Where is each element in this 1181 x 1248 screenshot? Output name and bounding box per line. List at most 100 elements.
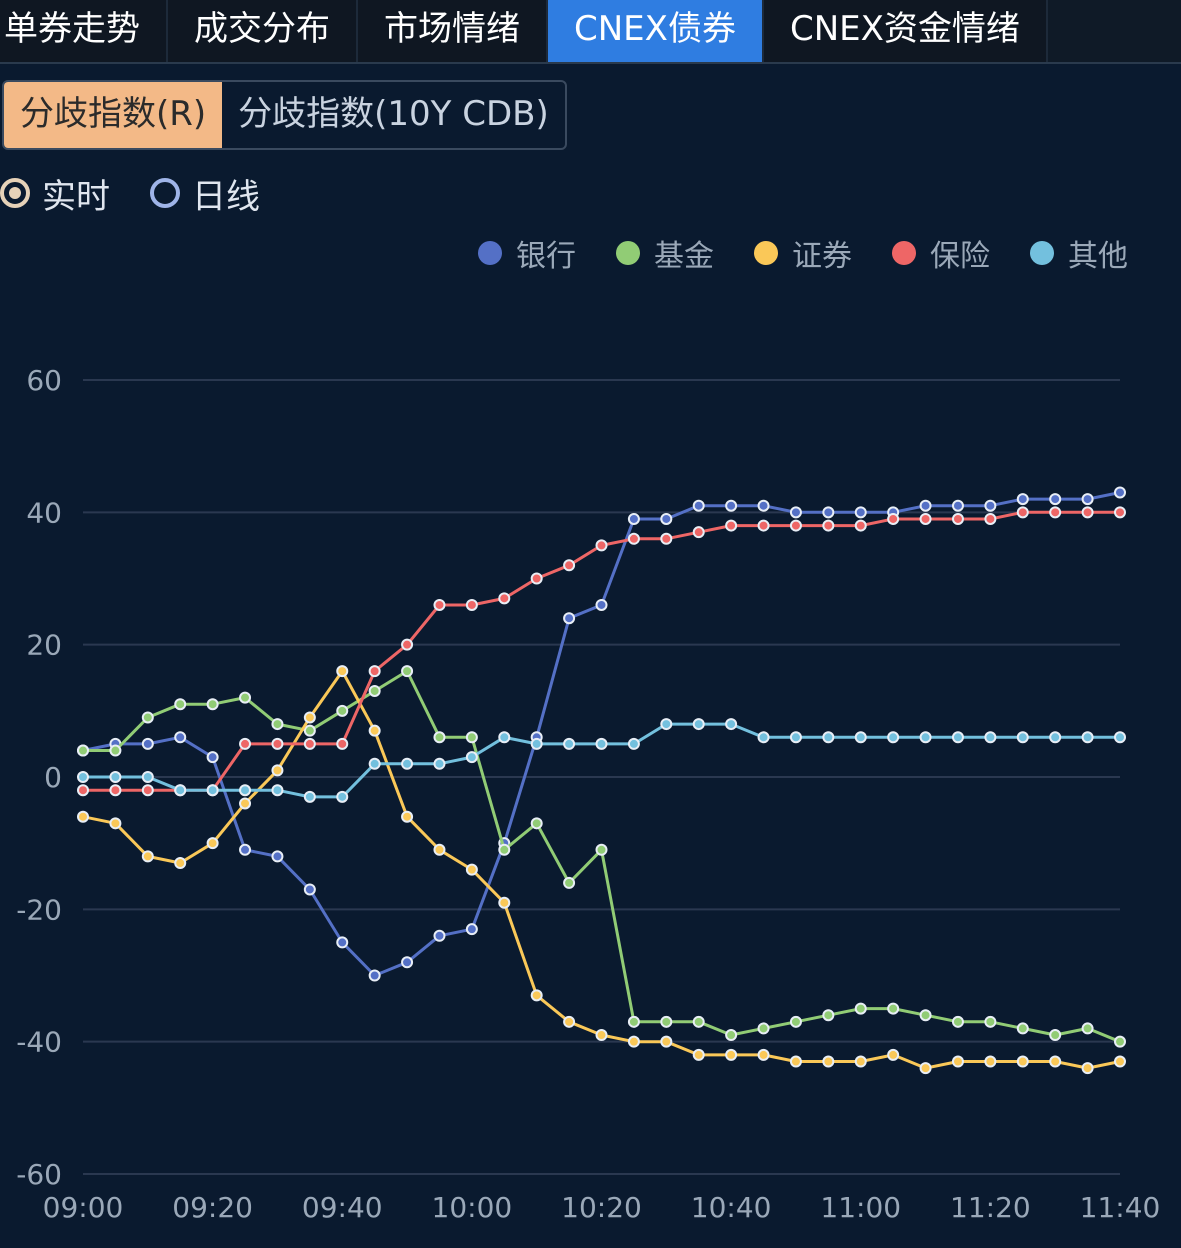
data-point: [303, 790, 316, 803]
y-tick-label: 60: [26, 364, 62, 397]
legend-label: 基金: [654, 239, 714, 274]
data-point: [919, 731, 932, 744]
data-point: [141, 737, 154, 750]
y-tick-label: 20: [26, 629, 62, 662]
data-point: [433, 757, 446, 770]
data-point: [174, 731, 187, 744]
data-point: [757, 499, 770, 512]
data-point: [854, 1055, 867, 1068]
data-point: [757, 1022, 770, 1035]
chart-legend: 银行 基金 证券 保险 其他: [478, 230, 1168, 276]
data-point: [465, 863, 478, 876]
data-point: [563, 737, 576, 750]
y-tick-label: 40: [26, 496, 62, 529]
data-point: [1114, 731, 1126, 744]
data-point: [336, 790, 349, 803]
data-point: [692, 526, 705, 539]
radio-daily[interactable]: 日线: [150, 169, 260, 218]
legend-dot-icon: [892, 241, 916, 265]
data-point: [1049, 1029, 1062, 1042]
data-point: [627, 512, 640, 525]
data-point: [1049, 493, 1062, 506]
data-point: [725, 1029, 738, 1042]
data-point: [368, 969, 381, 982]
data-point: [109, 784, 122, 797]
data-point: [77, 810, 89, 823]
data-point: [1081, 506, 1094, 519]
data-point: [206, 837, 219, 850]
data-point: [77, 771, 89, 783]
data-point: [498, 592, 511, 605]
legend-dot-icon: [478, 241, 502, 265]
data-point: [109, 817, 122, 830]
legend-label: 其他: [1068, 239, 1128, 274]
data-point: [789, 1015, 802, 1028]
radio-realtime[interactable]: 实时: [0, 169, 110, 218]
tab-cnex-bond[interactable]: CNEX债券: [548, 0, 764, 62]
tab-cnex-funding-sentiment[interactable]: CNEX资金情绪: [763, 0, 1048, 62]
data-point: [271, 718, 284, 731]
radio-checked-icon: [0, 178, 30, 208]
x-tick-label: 10:00: [432, 1191, 513, 1224]
data-point: [141, 850, 154, 863]
radio-unchecked-icon: [150, 178, 180, 208]
data-point: [1049, 1055, 1062, 1068]
data-point: [660, 532, 673, 545]
legend-item-other[interactable]: 其他: [1030, 231, 1128, 275]
data-point: [206, 698, 219, 711]
toggle-divergence-index-10y-cdb[interactable]: 分歧指数(10Y CDB): [238, 94, 549, 134]
legend-dot-icon: [616, 241, 640, 265]
data-point: [822, 1055, 835, 1068]
data-point: [595, 843, 608, 856]
data-point: [368, 724, 381, 737]
data-point: [271, 850, 284, 863]
data-point: [854, 506, 867, 519]
data-point: [692, 499, 705, 512]
data-point: [1081, 493, 1094, 506]
x-tick-label: 09:00: [43, 1191, 124, 1224]
data-point: [336, 704, 349, 717]
data-point: [563, 612, 576, 625]
data-point: [1016, 493, 1029, 506]
data-point: [271, 737, 284, 750]
data-point: [563, 876, 576, 889]
data-point: [887, 1002, 900, 1015]
legend-label: 保险: [930, 239, 990, 274]
data-point: [854, 1002, 867, 1015]
data-point: [563, 559, 576, 572]
legend-item-securities[interactable]: 证券: [754, 231, 852, 275]
data-point: [141, 771, 154, 783]
data-point: [692, 1015, 705, 1028]
data-point: [401, 665, 414, 678]
toggle-divergence-index-r[interactable]: 分歧指数(R): [4, 82, 223, 148]
data-point: [822, 506, 835, 519]
legend-item-insurance[interactable]: 保险: [892, 231, 990, 275]
data-point: [822, 519, 835, 532]
tab-single-bond-trend[interactable]: 单券走势: [0, 0, 168, 62]
data-point: [627, 737, 640, 750]
data-point: [822, 731, 835, 744]
data-point: [692, 1048, 705, 1061]
legend-item-bank[interactable]: 银行: [478, 231, 576, 275]
tab-market-sentiment[interactable]: 市场情绪: [358, 0, 548, 62]
radio-realtime-label: 实时: [42, 176, 110, 217]
tab-trade-distribution[interactable]: 成交分布: [168, 0, 358, 62]
data-point: [530, 737, 543, 750]
data-point: [627, 1015, 640, 1028]
data-point: [465, 598, 478, 611]
data-point: [303, 724, 316, 737]
y-tick-label: 0: [44, 761, 62, 794]
data-point: [239, 737, 252, 750]
x-tick-label: 09:40: [302, 1191, 383, 1224]
radio-daily-label: 日线: [192, 176, 260, 217]
data-point: [887, 731, 900, 744]
data-point: [757, 519, 770, 532]
y-tick-label: -40: [16, 1026, 62, 1059]
x-tick-label: 11:00: [820, 1191, 901, 1224]
legend-item-fund[interactable]: 基金: [616, 231, 714, 275]
data-point: [1016, 1055, 1029, 1068]
data-point: [725, 499, 738, 512]
data-point: [919, 1009, 932, 1022]
data-point: [368, 684, 381, 697]
data-point: [271, 784, 284, 797]
